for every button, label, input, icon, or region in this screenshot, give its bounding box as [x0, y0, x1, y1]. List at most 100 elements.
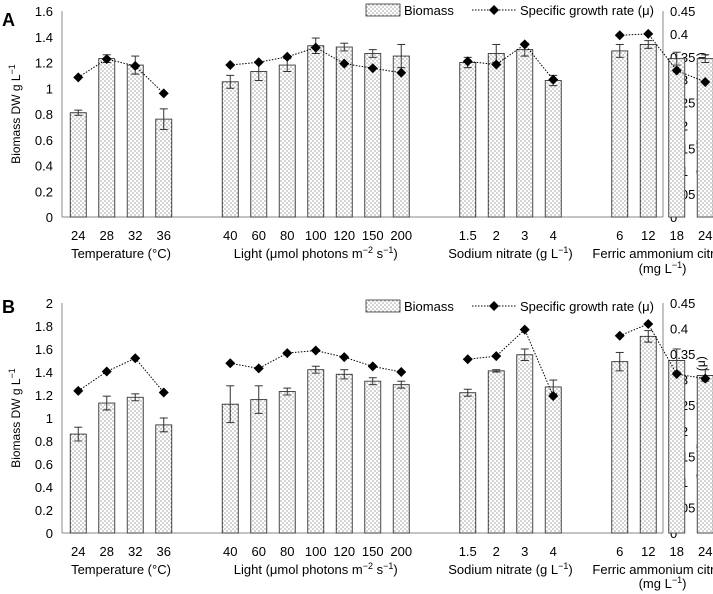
biomass-bar: [221, 81, 239, 218]
left-tick-label: 1: [46, 411, 53, 426]
legend-mu-marker: [489, 301, 499, 311]
mu-marker: [282, 348, 293, 359]
x-tick-label: 80: [280, 228, 294, 243]
x-tick-label: 24: [71, 544, 85, 559]
biomass-bar: [487, 53, 505, 218]
group-label: Sodium nitrate (g L−1): [448, 245, 572, 261]
biomass-bar: [335, 46, 353, 218]
right-tick-label: 0.45: [670, 4, 695, 19]
mu-marker: [130, 353, 141, 364]
panel-b: B00.20.40.60.811.21.41.61.8200.050.10.15…: [2, 296, 713, 591]
x-tick-label: 120: [333, 228, 355, 243]
x-tick-label: 3: [521, 228, 528, 243]
biomass-bar: [392, 55, 410, 218]
left-tick-label: 0.8: [35, 107, 53, 122]
x-tick-label: 24: [71, 228, 85, 243]
mu-marker: [396, 67, 407, 78]
mu-marker: [396, 367, 407, 377]
mu-marker: [519, 324, 530, 335]
mu-marker: [367, 361, 378, 372]
left-tick-label: 2: [46, 296, 53, 311]
x-tick-label: 6: [616, 544, 623, 559]
mu-marker: [225, 358, 236, 369]
left-tick-label: 1.4: [35, 30, 53, 45]
mu-marker: [614, 30, 625, 41]
biomass-bar: [307, 45, 325, 218]
left-tick-label: 0.6: [35, 457, 53, 472]
x-tick-label: 100: [305, 544, 327, 559]
group-label: Temperature (°C): [71, 562, 171, 577]
right-tick-label: 0: [670, 526, 677, 541]
x-tick-label: 18: [670, 544, 684, 559]
biomass-bar: [69, 112, 87, 218]
x-tick-label: 150: [362, 228, 384, 243]
biomass-bar: [392, 384, 410, 534]
legend-biomass-swatch: [365, 3, 401, 17]
biomass-bar: [364, 53, 382, 218]
mu-marker: [101, 54, 112, 65]
legend-biomass-label: Biomass: [404, 3, 454, 18]
mu-marker: [643, 318, 654, 329]
left-tick-label: 0: [46, 210, 53, 225]
biomass-bar: [516, 354, 534, 534]
right-tick-label: 0.45: [670, 296, 695, 311]
left-tick-label: 0.2: [35, 184, 53, 199]
x-tick-label: 2: [493, 228, 500, 243]
mu-marker: [700, 76, 711, 87]
x-tick-label: 28: [100, 228, 114, 243]
biomass-bar: [639, 335, 657, 534]
left-tick-label: 1.4: [35, 365, 53, 380]
left-tick-label: 1.6: [35, 342, 53, 357]
biomass-bar: [307, 369, 325, 534]
biomass-bar: [335, 373, 353, 534]
mu-series-line: [77, 58, 165, 94]
mu-marker: [339, 58, 350, 69]
panel-a: A00.20.40.60.811.21.41.600.050.10.150.20…: [2, 3, 713, 276]
mu-marker: [253, 363, 264, 374]
biomass-bar: [98, 402, 116, 534]
biomass-bar: [639, 44, 657, 218]
panel-label: B: [2, 297, 15, 317]
mu-marker: [548, 74, 559, 85]
group-label-line2: (mg L−1): [639, 575, 687, 591]
left-tick-label: 1.2: [35, 388, 53, 403]
x-tick-label: 36: [157, 228, 171, 243]
mu-series-line: [467, 43, 554, 80]
mu-marker: [282, 51, 293, 62]
legend-biomass-swatch: [365, 299, 401, 313]
panel-label: A: [2, 10, 15, 30]
biomass-bar: [459, 392, 477, 534]
mu-marker: [462, 56, 473, 67]
left-tick-label: 0: [46, 526, 53, 541]
x-tick-label: 24: [698, 228, 712, 243]
x-tick-label: 4: [550, 228, 557, 243]
x-tick-label: 28: [100, 544, 114, 559]
biomass-bar: [98, 58, 116, 218]
x-tick-label: 12: [641, 544, 655, 559]
group-label: Light (μmol photons m−2 s−1): [234, 561, 398, 577]
mu-marker: [671, 65, 682, 76]
biomass-bar: [611, 50, 629, 218]
x-tick-label: 12: [641, 228, 655, 243]
left-tick-label: 1.8: [35, 319, 53, 334]
biomass-bar: [155, 424, 173, 534]
left-axis-title: Biomass DW g L−1: [7, 368, 23, 468]
x-tick-label: 1.5: [459, 544, 477, 559]
x-tick-label: 100: [305, 228, 327, 243]
x-tick-label: 40: [223, 228, 237, 243]
left-tick-label: 1.2: [35, 56, 53, 71]
x-tick-label: 3: [521, 544, 528, 559]
legend-mu-label: Specific growth rate (μ): [520, 299, 654, 314]
biomass-bar: [250, 399, 268, 534]
group-label-line2: (mg L−1): [639, 260, 687, 276]
mu-series-line: [467, 328, 554, 397]
mu-marker: [700, 373, 711, 384]
biomass-bar: [278, 64, 296, 218]
x-tick-label: 24: [698, 544, 712, 559]
x-tick-label: 60: [252, 544, 266, 559]
group-label: Sodium nitrate (g L−1): [448, 561, 572, 577]
right-tick-label: 0.4: [670, 322, 688, 337]
mu-marker: [310, 345, 321, 356]
biomass-bar: [668, 360, 686, 534]
x-tick-label: 32: [128, 228, 142, 243]
